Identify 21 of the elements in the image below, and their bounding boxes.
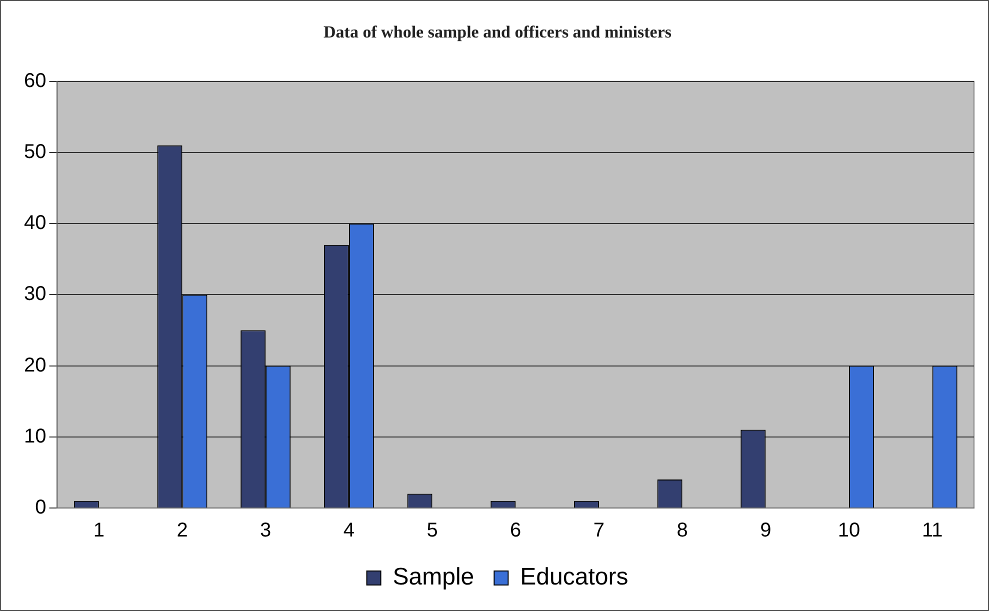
x-tick-label: 3 — [260, 520, 272, 542]
y-tick-label: 40 — [24, 212, 46, 234]
chart-title: Data of whole sample and officers and ministers — [323, 22, 672, 42]
legend-label: Sample — [392, 564, 474, 591]
y-tick-label: 0 — [35, 496, 46, 519]
y-tick-label: 20 — [24, 354, 46, 376]
x-tick-label: 6 — [510, 520, 522, 542]
y-tick-label: 60 — [24, 70, 46, 92]
x-tick-label: 2 — [176, 520, 188, 542]
x-tick-label: 10 — [838, 520, 860, 542]
legend-label: Educators — [520, 564, 628, 591]
x-tick-label: 5 — [426, 520, 438, 542]
y-tick-label: 50 — [24, 141, 46, 164]
y-tick-label: 10 — [24, 425, 46, 448]
x-tick-label: 4 — [343, 520, 355, 542]
x-tick-label: 8 — [676, 520, 688, 542]
x-tick-label: 11 — [922, 520, 943, 542]
x-tick-label: 1 — [93, 520, 104, 542]
y-tick-label: 30 — [24, 283, 46, 306]
x-tick-label: 9 — [760, 520, 772, 542]
x-tick-label: 7 — [593, 520, 605, 542]
